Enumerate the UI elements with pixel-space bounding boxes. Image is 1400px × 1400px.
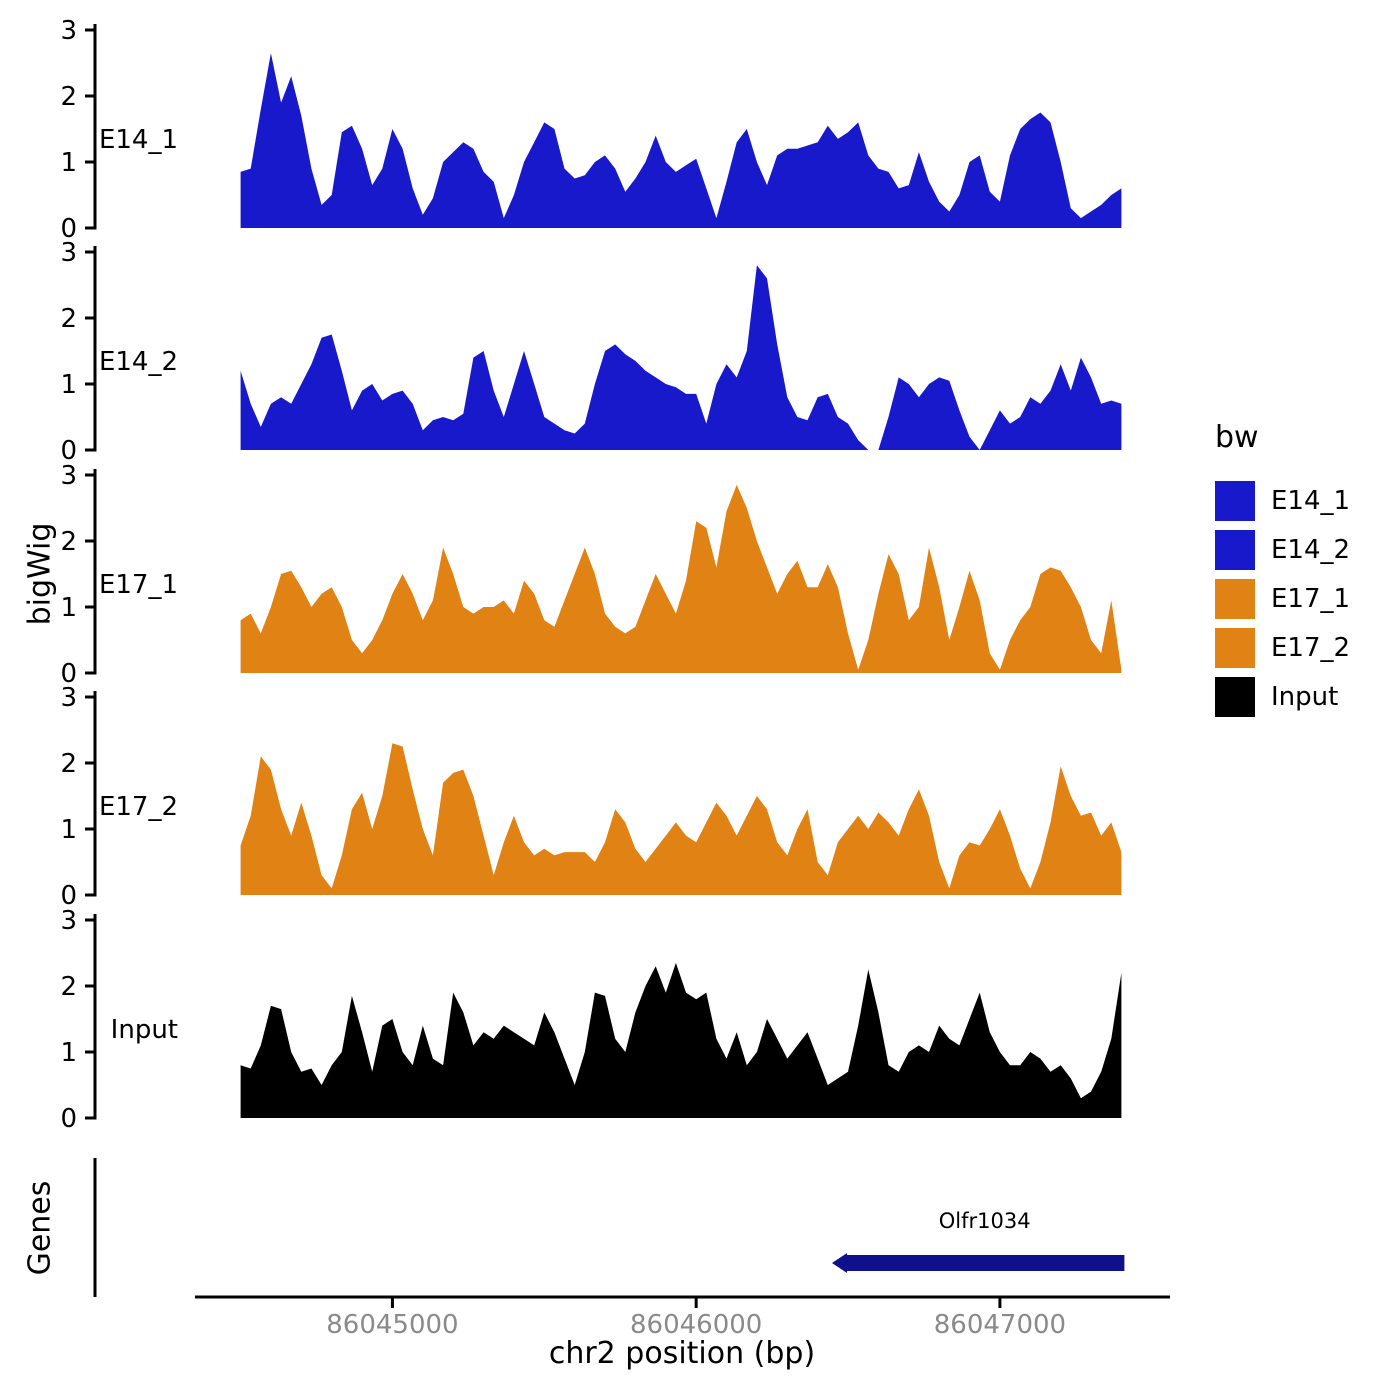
y-tick-label: 3 (60, 461, 77, 491)
gene-strand-arrow-icon (832, 1253, 847, 1273)
y-tick-label: 3 (60, 906, 77, 936)
y-tick-label: 2 (60, 304, 77, 334)
y-tick-label: 1 (60, 1038, 77, 1068)
gene-body (845, 1255, 1125, 1271)
y-axis-title: bigWig (22, 522, 58, 626)
track-label-E17_2: E17_2 (99, 792, 178, 822)
legend-label: E17_2 (1271, 633, 1351, 663)
y-tick-label: 2 (60, 527, 77, 557)
track-area-E14_2 (240, 265, 1122, 450)
x-tick-label: 86046000 (630, 1310, 762, 1340)
track-area-E14_1 (240, 53, 1122, 228)
gene-label: Olfr1034 (939, 1209, 1031, 1233)
y-tick-label: 0 (60, 436, 77, 466)
legend-item-input: Input (1215, 677, 1350, 717)
track-label-E14_1: E14_1 (99, 125, 178, 155)
track-label-E14_2: E14_2 (99, 347, 178, 377)
y-tick-label: 2 (60, 972, 77, 1002)
legend-title: bw (1215, 420, 1259, 455)
legend-label: E14_1 (1271, 486, 1351, 516)
x-tick-label: 86047000 (934, 1310, 1066, 1340)
y-tick-label: 0 (60, 659, 77, 689)
track-label-E17_1: E17_1 (99, 570, 178, 600)
legend-swatch-icon (1215, 530, 1255, 570)
x-axis-title: chr2 position (bp) (548, 1336, 816, 1371)
genes-panel-title: Genes (22, 1180, 58, 1276)
x-tick-label: 86045000 (326, 1310, 458, 1340)
y-tick-label: 2 (60, 82, 77, 112)
legend-item-e17_2: E17_2 (1215, 628, 1350, 668)
y-tick-label: 0 (60, 1104, 77, 1134)
legend-swatch-icon (1215, 481, 1255, 521)
track-area-E17_1 (240, 484, 1122, 673)
legend-label: E14_2 (1271, 535, 1351, 565)
y-tick-label: 3 (60, 16, 77, 46)
legend-swatch-icon (1215, 628, 1255, 668)
legend-item-e14_1: E14_1 (1215, 481, 1350, 521)
y-tick-label: 0 (60, 214, 77, 244)
legend-item-e14_2: E14_2 (1215, 530, 1350, 570)
y-tick-label: 1 (60, 593, 77, 623)
track-area-E17_2 (240, 743, 1122, 895)
legend-swatch-icon (1215, 677, 1255, 717)
y-tick-label: 1 (60, 815, 77, 845)
y-tick-label: 3 (60, 238, 77, 268)
legend-label: E17_1 (1271, 584, 1351, 614)
legend-swatch-icon (1215, 579, 1255, 619)
y-tick-label: 0 (60, 881, 77, 911)
track-area-Input (240, 962, 1122, 1118)
y-tick-label: 1 (60, 148, 77, 178)
y-tick-label: 1 (60, 370, 77, 400)
legend-label: Input (1271, 682, 1339, 712)
legend-items: E14_1 E14_2 E17_1 E17_2 Input (1215, 481, 1350, 717)
y-tick-label: 3 (60, 683, 77, 713)
legend-item-e17_1: E17_1 (1215, 579, 1350, 619)
legend: bw E14_1 E14_2 E17_1 E17_2 Input (1215, 420, 1350, 717)
y-tick-label: 2 (60, 749, 77, 779)
track-label-Input: Input (111, 1015, 178, 1045)
